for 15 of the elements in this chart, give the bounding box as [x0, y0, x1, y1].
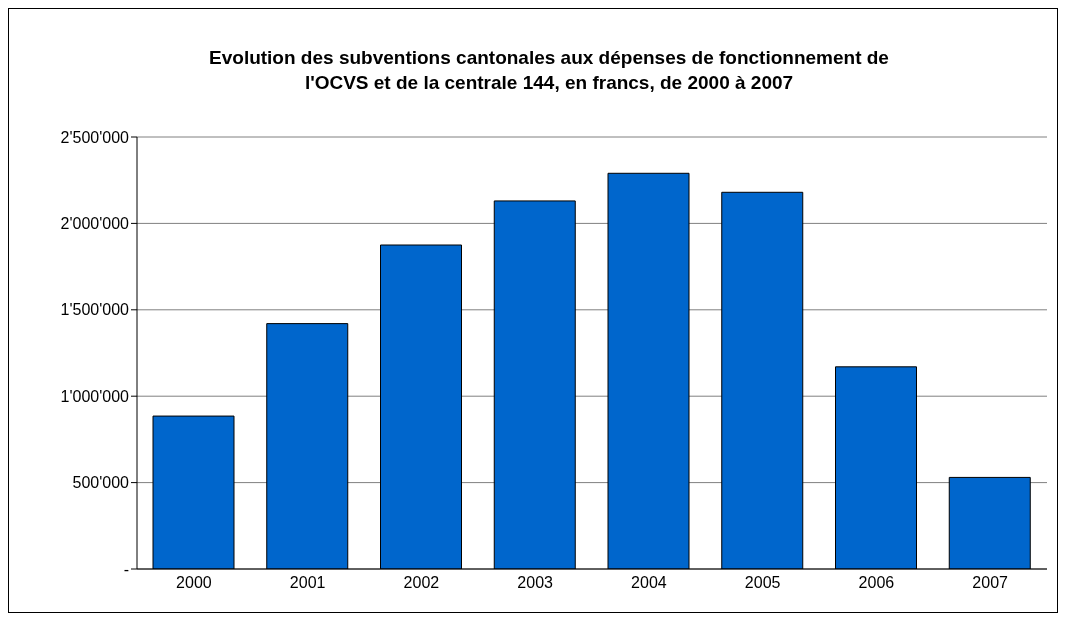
y-tick-label: 1'500'000: [60, 301, 130, 319]
y-tick-label: 500'000: [72, 474, 130, 492]
x-tick-label: 2001: [289, 574, 326, 592]
y-tick-label: 2'000'000: [60, 215, 130, 233]
y-tick-label: 2'500'000: [60, 128, 130, 146]
x-tick-label: 2006: [858, 574, 895, 592]
x-tick-label: 2003: [517, 574, 554, 592]
x-tick-label: 2005: [744, 574, 781, 592]
x-tick-label: 2000: [176, 574, 212, 592]
y-tick-label: -: [123, 560, 129, 578]
chart-title: Evolution des subventions cantonales aux dépenses de fonctionnement de l'OCVS et de la centrale 144, en francs, de 2000 à 2007: [208, 46, 890, 95]
x-tick-label: 2007: [972, 574, 1009, 592]
x-tick-label: 2004: [631, 574, 667, 592]
y-tick-label: 1'000'000: [60, 387, 130, 405]
x-tick-label: 2002: [403, 574, 440, 592]
